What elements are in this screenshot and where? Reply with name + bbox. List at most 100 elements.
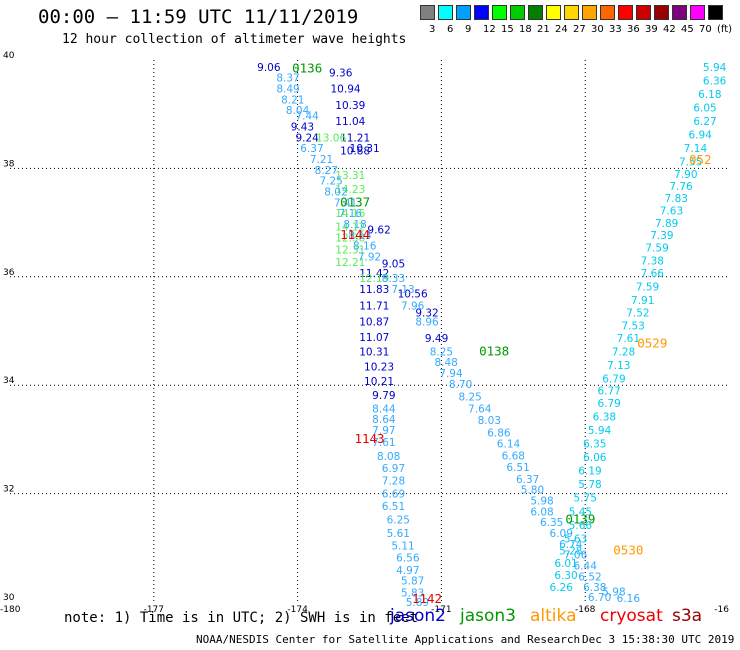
data-point-jason2: 10.94 [331, 84, 361, 96]
data-point-track-west: 7.28 [382, 475, 405, 487]
x-tick-label: -171 [431, 605, 451, 615]
data-point-altika: 6.18 [698, 89, 721, 101]
color-scale-label: 36 [627, 24, 640, 35]
data-point-jason3: 14.12 [335, 222, 365, 234]
data-point-altika: 6.05 [693, 102, 716, 114]
color-scale-swatch [708, 5, 723, 20]
color-scale-label: 3 [429, 24, 436, 35]
color-scale-swatch [654, 5, 669, 20]
y-tick-label: 40 [3, 51, 15, 61]
footer-note: note: 1) Time is in UTC; 2) SWH is in fe… [64, 610, 419, 626]
x-tick-label: -174 [287, 605, 308, 615]
pass-time-label: 0137 [340, 194, 370, 209]
color-scale-swatch [618, 5, 633, 20]
data-point-altika: 7.59 [645, 242, 668, 254]
color-scale-label: (ft) [717, 24, 733, 35]
y-tick-label: 30 [3, 593, 15, 603]
data-point-track-west: 5.98 [530, 495, 553, 507]
pass-time-label: 0139 [565, 511, 595, 526]
legend-altika: altika [530, 606, 577, 626]
y-tick-label: 38 [3, 159, 15, 169]
data-point-altika: 7.63 [660, 205, 683, 217]
data-point-altika: 6.38 [593, 411, 616, 423]
data-point-altika: 7.91 [631, 295, 654, 307]
data-point-altika: 7.28 [612, 346, 635, 358]
data-point-altika: 6.06 [583, 452, 607, 464]
data-point-track-west: 7.41 [334, 197, 357, 209]
data-point-jason2: 10.87 [359, 317, 389, 329]
color-scale-label: 15 [501, 24, 514, 35]
data-point-jason3: 14.23 [335, 184, 365, 196]
data-point-altika: 5.75 [574, 493, 597, 505]
data-point-altika: 6.79 [602, 373, 625, 385]
color-scale-swatch [510, 5, 525, 20]
data-point-altika: 6.01 [554, 558, 577, 570]
data-point-track-west: 6.56 [396, 552, 420, 564]
data-point-jason3: 12.38 [335, 233, 365, 245]
color-scale-swatch [600, 5, 615, 20]
data-point-jason2: 11.83 [359, 284, 389, 296]
data-point-altika: 5.78 [578, 479, 601, 491]
color-scale-swatch [564, 5, 579, 20]
data-point-jason2: 10.88 [340, 145, 370, 157]
data-point-track-west: 8.18 [343, 219, 366, 231]
x-tick-label: -180 [0, 605, 21, 615]
data-point-jason3: 12.31 [335, 244, 365, 256]
color-scale-swatch [456, 5, 471, 20]
x-tick-label: -177 [144, 605, 164, 615]
y-tick-label: 34 [3, 376, 15, 386]
legend-s3a: s3a [672, 606, 703, 626]
data-point-jason3: 12.19 [359, 273, 389, 285]
color-scale-label: 27 [573, 24, 586, 35]
data-point-track-west: 6.69 [382, 488, 405, 500]
color-scale-label: 45 [681, 24, 694, 35]
color-scale-swatch [438, 5, 453, 20]
data-point-track-west: 8.25 [430, 346, 453, 358]
data-point-track-west: 8.25 [458, 391, 481, 403]
data-point-altika: 7.90 [674, 169, 697, 181]
data-point-jason2: 9.49 [425, 333, 448, 345]
data-point-track-west: 6.35 [540, 517, 563, 529]
data-point-jason2: 11.71 [359, 300, 389, 312]
data-point-altika: 6.94 [689, 130, 713, 142]
data-point-altika: 7.38 [641, 255, 664, 267]
data-point-track-west: 5.98 [602, 586, 625, 598]
data-point-altika: 5.45 [569, 506, 592, 518]
page-subtitle: 12 hour collection of altimeter wave hei… [62, 32, 407, 47]
data-point-altika: 7.66 [641, 268, 665, 280]
data-point-track-west: 7.94 [439, 368, 463, 380]
data-point-track-west: 5.11 [391, 540, 414, 552]
data-point-track-west: 7.13 [391, 284, 414, 296]
data-point-altika: 6.35 [583, 439, 606, 451]
x-tick-label: -16 [714, 605, 729, 615]
data-point-altika: 5.66 [569, 520, 593, 532]
data-point-track-west: 8.49 [276, 84, 299, 96]
data-point-altika: 7.83 [665, 193, 688, 205]
data-point-track-west: 6.09 [550, 528, 573, 540]
color-scale-label: 18 [519, 24, 532, 35]
data-point-track-west: 7.16 [339, 208, 363, 220]
color-scale-label: 42 [663, 24, 676, 35]
data-point-altika: 7.14 [684, 143, 708, 155]
data-point-jason3: 13.31 [335, 170, 365, 182]
data-point-track-west: 5.80 [521, 485, 544, 497]
data-point-track-west: 6.97 [382, 463, 405, 475]
data-point-track-west: 6.08 [530, 506, 553, 518]
data-point-jason2: 11.42 [359, 268, 389, 280]
data-point-track-west: 6.74 [559, 539, 583, 551]
data-point-altika: 7.55 [679, 157, 702, 169]
color-scale-swatch [474, 5, 489, 20]
data-point-track-west: 6.51 [382, 501, 405, 513]
data-point-track-west: 7.97 [372, 425, 395, 437]
data-point-jason2: 9.05 [382, 259, 405, 271]
color-scale-label: 9 [465, 24, 472, 35]
data-point-track-west: 8.44 [372, 403, 396, 415]
data-point-jason2: 9.32 [415, 307, 438, 319]
data-point-jason2: 11.04 [335, 116, 365, 128]
data-point-altika: 7.59 [636, 281, 659, 293]
data-point-track-west: 6.52 [578, 571, 601, 583]
data-point-jason2: 10.31 [350, 143, 380, 155]
data-point-altika: 6.26 [550, 582, 574, 594]
data-point-altika: 6.77 [597, 385, 620, 397]
